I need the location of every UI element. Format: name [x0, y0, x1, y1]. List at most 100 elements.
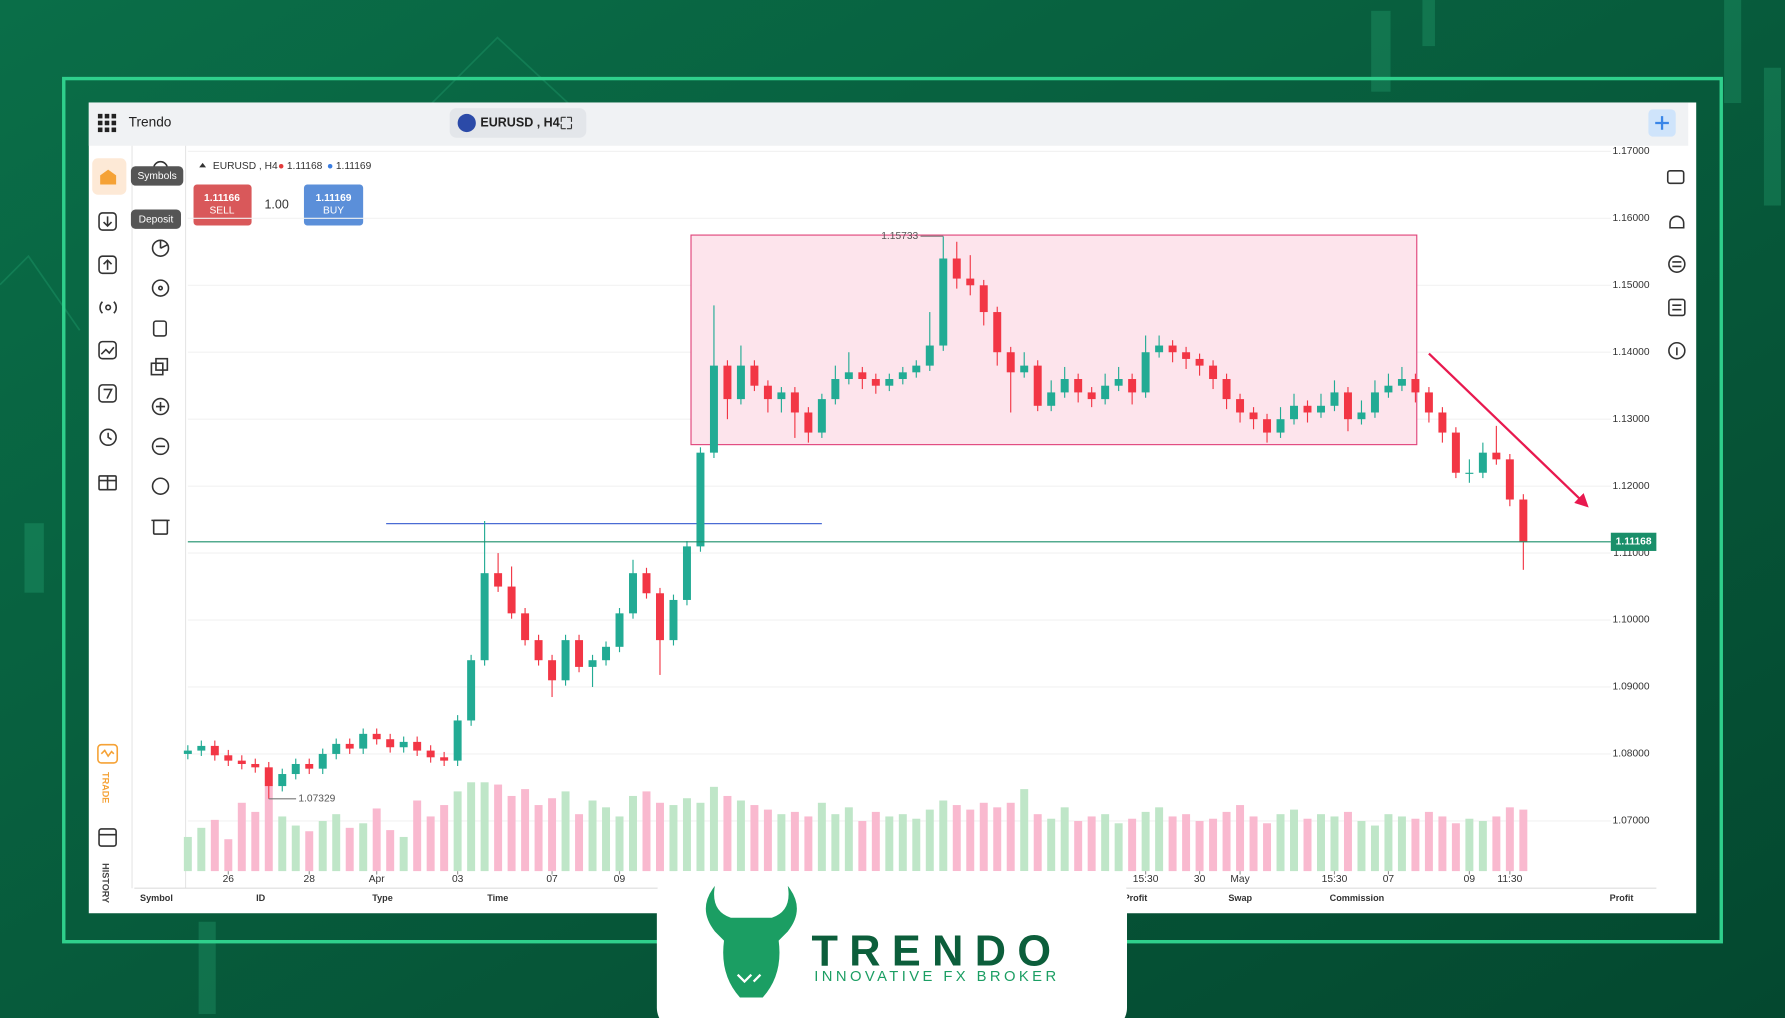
volume-bar: [723, 795, 732, 872]
sell-button[interactable]: [193, 184, 252, 226]
volume-bar: [939, 800, 948, 872]
volume-bar: [1074, 821, 1083, 872]
candle-body: [1519, 499, 1528, 542]
candle-body: [1505, 459, 1514, 500]
y-tick-label: 1.07000: [1613, 816, 1650, 827]
candle-body: [1424, 392, 1433, 413]
column-header: Commission: [1330, 893, 1385, 903]
ask-dot: [327, 163, 333, 169]
volume-bar: [1303, 818, 1312, 872]
logo-name: TRENDO: [811, 928, 1062, 976]
volume-bar: [1182, 814, 1191, 872]
volume-bar: [1330, 816, 1339, 872]
candle-body: [1276, 419, 1285, 433]
history-label[interactable]: HISTORY: [100, 863, 110, 903]
volume-bar: [1492, 816, 1501, 872]
volume-bar: [777, 814, 786, 872]
candle-body: [1478, 452, 1487, 473]
candle-body: [1397, 379, 1406, 386]
buy-price: 1.11169: [316, 193, 352, 204]
candle-body: [844, 372, 853, 380]
candle-body: [1060, 379, 1069, 393]
right-icons[interactable]: [1666, 170, 1686, 360]
candle-body: [804, 412, 813, 433]
candle-body: [1087, 392, 1096, 400]
candle-body: [453, 720, 462, 761]
volume-bar: [1424, 811, 1433, 872]
candle-body: [1330, 392, 1339, 406]
volume-bar: [1101, 814, 1110, 872]
candle-body: [1290, 405, 1298, 420]
candle-body: [993, 312, 1002, 353]
volume-bar: [291, 825, 300, 872]
candle-body: [534, 640, 543, 661]
sidebar-icons[interactable]: [97, 212, 119, 847]
volume-bar: [318, 821, 327, 872]
volume-bar: [1155, 807, 1164, 872]
candle-body: [264, 767, 273, 787]
candle-body: [1343, 392, 1352, 420]
volume-bar: [1505, 807, 1514, 872]
candle-body: [426, 750, 435, 758]
y-tick-label: 1.12000: [1613, 481, 1650, 492]
chart: 1.07000 1.08000 1.09000 1.10000 1.11000 1.120…: [183, 146, 1657, 885]
volume-bar: [305, 831, 314, 872]
candle-body: [1263, 419, 1272, 433]
x-tick-label: 15:30: [1133, 874, 1159, 885]
buy-button[interactable]: [303, 184, 364, 226]
candle-body: [1236, 399, 1245, 413]
trend-arrow: [1428, 352, 1589, 508]
candle-body: [548, 660, 557, 681]
logo-card: [656, 871, 1128, 1018]
volume-bar: [588, 800, 597, 872]
volume-bar: [1209, 818, 1218, 872]
symbol-pill[interactable]: [449, 108, 587, 138]
top-bar: [88, 102, 1689, 146]
volume-bar: [1249, 816, 1258, 872]
volume-bar: [1478, 821, 1487, 872]
candle-body: [682, 546, 691, 600]
volume-bar: [1060, 807, 1069, 872]
candle-body: [305, 763, 314, 769]
buy-label: BUY: [323, 205, 344, 216]
volume-bar: [197, 827, 206, 872]
candle-body: [1033, 365, 1042, 406]
volume-bar: [1033, 814, 1042, 872]
candle-body: [359, 733, 368, 749]
volume-bar: [925, 809, 934, 872]
volume-bar: [1222, 811, 1231, 872]
apps-icon[interactable]: [97, 113, 117, 133]
collapse-icon[interactable]: [199, 162, 207, 168]
volume-bar: [278, 816, 287, 872]
volume-bar: [655, 802, 664, 872]
volume-bar: [1465, 818, 1474, 872]
fullscreen-icon[interactable]: [560, 116, 573, 130]
volume-bar: [1276, 814, 1285, 872]
y-tick-label: 1.08000: [1613, 749, 1650, 760]
logo-tagline: INNOVATIVE FX BROKER: [814, 969, 1059, 985]
volume-bar: [696, 802, 705, 872]
y-tick-label: 1.16000: [1613, 213, 1650, 224]
volume-bar: [1451, 823, 1460, 872]
candle-body: [210, 745, 219, 756]
y-tick-label: 1.17000: [1613, 146, 1650, 157]
candle-body: [966, 278, 975, 286]
sell-price: 1.11166: [204, 193, 240, 204]
volume-bar: [480, 782, 489, 872]
volume-bar: [858, 821, 867, 872]
lot[interactable]: 1.00: [264, 197, 288, 211]
candle-body: [831, 379, 840, 400]
x-tick-label: 03: [452, 874, 464, 885]
x-tick-label: 09: [1464, 874, 1476, 885]
volume-bar: [844, 807, 853, 872]
volume-bar: [1168, 816, 1177, 872]
volume-bar: [993, 807, 1002, 872]
candle-body: [1303, 405, 1312, 413]
x-tick-label: 09: [614, 874, 626, 885]
candle-body: [1451, 432, 1460, 473]
trade-label[interactable]: TRADE: [100, 772, 110, 803]
symbol-title: EURUSD , H4: [480, 115, 559, 129]
candle-body: [642, 573, 651, 594]
candle-body: [1384, 385, 1393, 393]
